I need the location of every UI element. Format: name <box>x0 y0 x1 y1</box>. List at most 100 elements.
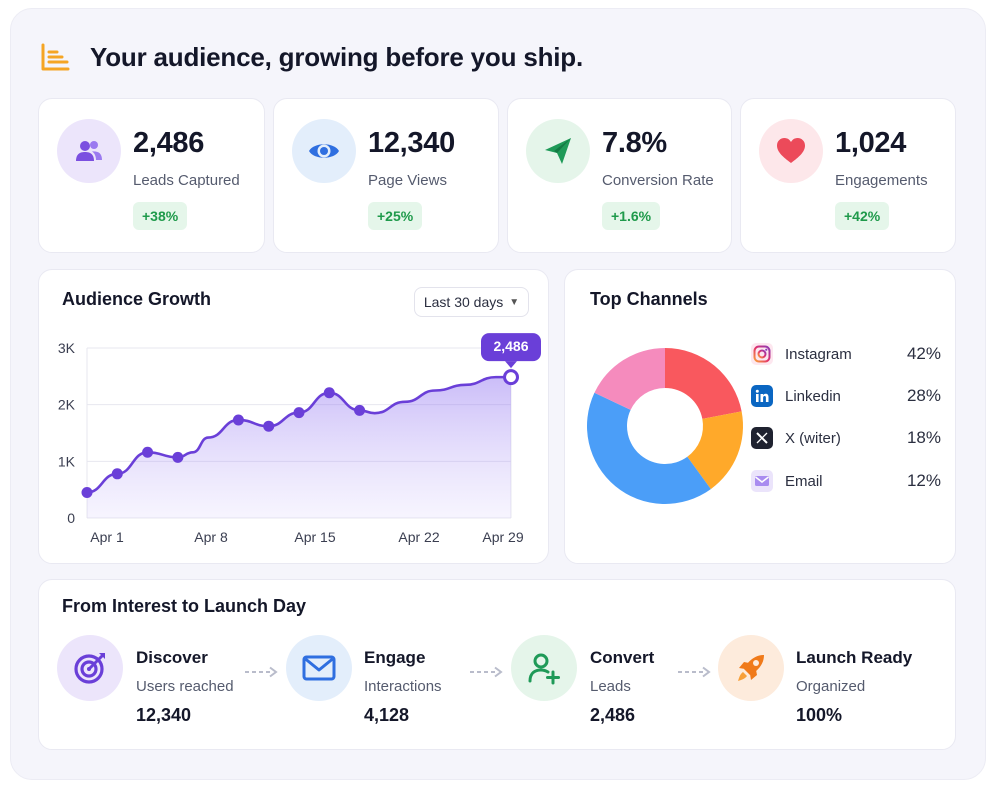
data-point <box>354 404 366 416</box>
data-point <box>232 414 244 426</box>
step-value: 2,486 <box>590 705 636 725</box>
stat-card-page-views: 12,340 Page Views +25% <box>273 98 499 253</box>
donut-slice <box>594 348 665 410</box>
top-channels-card: Top Channels Instagram 42% Linkedin 28% <box>564 269 956 564</box>
step-value: 4,128 <box>364 705 410 725</box>
step-subtitle: Leads <box>590 678 631 695</box>
tooltip-bubble <box>481 333 541 362</box>
donut-slice <box>587 392 711 504</box>
arrow-right-icon <box>245 666 278 678</box>
stat-label: Conversion Rate <box>602 172 714 189</box>
x-tick-label: Apr 8 <box>194 529 228 545</box>
value-tooltip: 2,486 <box>481 333 541 369</box>
instagram-icon <box>751 343 773 365</box>
x-tick-label: Apr 29 <box>482 529 523 545</box>
funnel-card: From Interest to Launch Day Discover Use… <box>38 579 956 750</box>
stat-card-engagements: 1,024 Engagements +42% <box>740 98 956 253</box>
funnel-title: From Interest to Launch Day <box>62 596 307 616</box>
page-header: Your audience, growing before you ship. <box>40 40 583 74</box>
legend-item-linkedin: Linkedin 28% <box>751 383 941 409</box>
step-title: Engage <box>364 648 426 667</box>
step-title: Launch Ready <box>796 648 913 667</box>
data-point <box>263 420 275 432</box>
step-icon-circle <box>511 635 577 701</box>
legend-percent: 12% <box>906 471 941 490</box>
data-point <box>293 407 305 419</box>
stat-icon-circle <box>292 119 356 183</box>
stat-value: 1,024 <box>835 127 907 159</box>
legend-label: Email <box>785 472 823 490</box>
stat-value: 12,340 <box>368 127 455 159</box>
y-tick-label: 2K <box>58 397 76 413</box>
highlight-point <box>503 369 519 386</box>
stat-card-leads: 2,486 Leads Captured +38% <box>38 98 265 253</box>
stat-change-badge: +42% <box>835 202 890 230</box>
step-subtitle: Interactions <box>364 678 442 695</box>
mail-icon <box>751 470 773 492</box>
step-value: 12,340 <box>136 705 192 725</box>
tooltip-label: 2,486 <box>493 338 528 354</box>
legend-percent: 18% <box>906 428 941 447</box>
y-tick-label: 1K <box>58 453 76 469</box>
y-tick-label: 0 <box>67 510 75 526</box>
rocket-icon <box>738 655 764 681</box>
donut-slice <box>687 411 743 490</box>
legend-label: Linkedin <box>785 387 841 405</box>
stat-label: Page Views <box>368 172 447 189</box>
user-plus-icon <box>528 653 560 685</box>
legend-label: X (witer) <box>785 429 841 447</box>
stat-icon-circle <box>526 119 590 183</box>
step-icon-circle <box>286 635 352 701</box>
x-tick-label: Apr 22 <box>398 529 439 545</box>
step-subtitle: Users reached <box>136 678 234 695</box>
chevron-down-icon: ▼ <box>509 296 520 308</box>
audience-growth-title: Audience Growth <box>62 289 212 309</box>
legend-percent: 42% <box>906 344 941 363</box>
stat-change-badge: +38% <box>133 202 188 230</box>
envelope-icon <box>302 655 336 681</box>
stat-value: 2,486 <box>133 127 205 159</box>
x-tick-label: Apr 15 <box>294 529 335 545</box>
stat-label: Leads Captured <box>133 172 240 189</box>
data-point <box>172 451 184 463</box>
date-range-select[interactable]: Last 30 days ▼ <box>414 287 529 317</box>
paper-plane-icon <box>545 138 571 164</box>
audience-growth-chart: 0 1K 2K 3K Apr 1 Apr 8 Apr 15 Apr 22 Apr 29 2,486 <box>58 333 541 545</box>
step-value: 100% <box>796 705 843 725</box>
legend-item-instagram: Instagram 42% <box>751 341 941 367</box>
bar-list-icon <box>41 43 70 71</box>
area-fill <box>87 377 511 518</box>
stat-card-conversion: 7.8% Conversion Rate +1.6% <box>507 98 732 253</box>
date-range-label: Last 30 days <box>423 294 504 310</box>
users-icon <box>76 141 102 161</box>
donut-slice <box>665 348 742 419</box>
channels-donut-chart <box>587 348 743 504</box>
data-point <box>142 446 154 458</box>
legend-item-x: X (witer) 18% <box>751 425 941 451</box>
step-title: Discover <box>136 648 208 667</box>
x-logo-icon <box>751 427 773 449</box>
x-tick-label: Apr 1 <box>90 529 124 545</box>
data-point <box>111 468 123 480</box>
y-tick-label: 3K <box>58 340 76 356</box>
step-subtitle: Organized <box>796 678 866 695</box>
stat-change-badge: +1.6% <box>602 202 661 230</box>
step-title: Convert <box>590 648 655 667</box>
stat-change-badge: +25% <box>368 202 423 230</box>
stat-icon-circle <box>57 119 121 183</box>
data-point <box>323 387 335 399</box>
stat-value: 7.8% <box>602 127 667 159</box>
stat-icon-circle <box>759 119 823 183</box>
arrow-right-icon <box>470 666 503 678</box>
legend-label: Instagram <box>785 345 852 363</box>
arrow-right-icon <box>678 666 711 678</box>
linkedin-icon <box>751 385 773 407</box>
top-channels-title: Top Channels <box>590 289 708 309</box>
legend-percent: 28% <box>906 386 941 405</box>
stat-label: Engagements <box>835 172 928 189</box>
target-icon <box>74 653 105 684</box>
legend-item-email: Email 12% <box>751 468 941 494</box>
tooltip-pointer <box>505 361 517 369</box>
step-icon-circle <box>718 635 784 701</box>
page-title: Your audience, growing before you ship. <box>90 41 583 72</box>
